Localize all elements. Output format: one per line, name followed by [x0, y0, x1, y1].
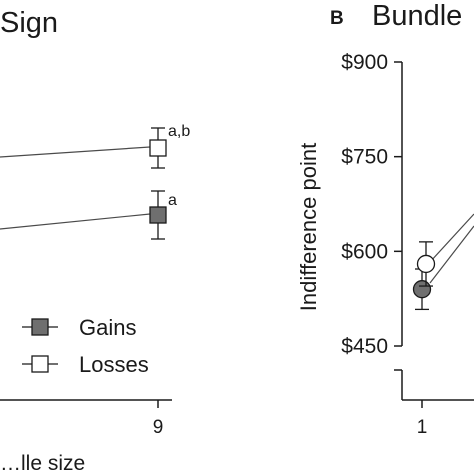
panel-a-title: Sign	[0, 7, 58, 39]
panel-b-y-axis-label: Indifference point	[296, 143, 321, 311]
panel-b-y-tick-label: $450	[341, 335, 388, 358]
panel-b-y-tick-label: $600	[341, 240, 388, 263]
panel-a-x-tick-label: 9	[153, 417, 164, 438]
legend: Gains Losses	[22, 315, 149, 377]
losses-line	[0, 146, 151, 158]
losses-annotation: a,b	[168, 123, 190, 140]
panel-a-x-axis-label: …lle size	[0, 452, 85, 474]
panel-b: B Bundle Indifference point 1 $900 $750 $6…	[296, 0, 474, 438]
panel-b-letter: B	[330, 8, 344, 29]
panel-b-title: Bundle	[372, 0, 462, 32]
panel-b-gains-marker	[412, 280, 432, 299]
gains-annotation: a	[168, 192, 177, 209]
panel-a: Sign 9 …lle size a,b a Gains Losses	[0, 7, 190, 474]
losses-marker	[149, 139, 167, 157]
gains-marker	[149, 206, 167, 224]
panel-b-y-ticks: $900 $750 $600 $450	[341, 51, 402, 358]
panel-b-y-tick-label: $750	[341, 146, 388, 169]
gains-line	[0, 213, 151, 230]
panel-b-x-tick-label: 1	[417, 417, 428, 438]
panel-b-losses-marker	[416, 254, 436, 274]
panel-b-marks	[412, 241, 436, 311]
legend-losses-marker	[31, 355, 49, 373]
panel-b-gains-line	[429, 225, 474, 284]
panel-b-y-tick-label: $900	[341, 51, 388, 74]
panel-b-losses-line	[429, 213, 474, 263]
legend-gains-marker	[31, 318, 49, 336]
legend-gains-label: Gains	[79, 315, 136, 340]
legend-losses-label: Losses	[79, 352, 149, 377]
